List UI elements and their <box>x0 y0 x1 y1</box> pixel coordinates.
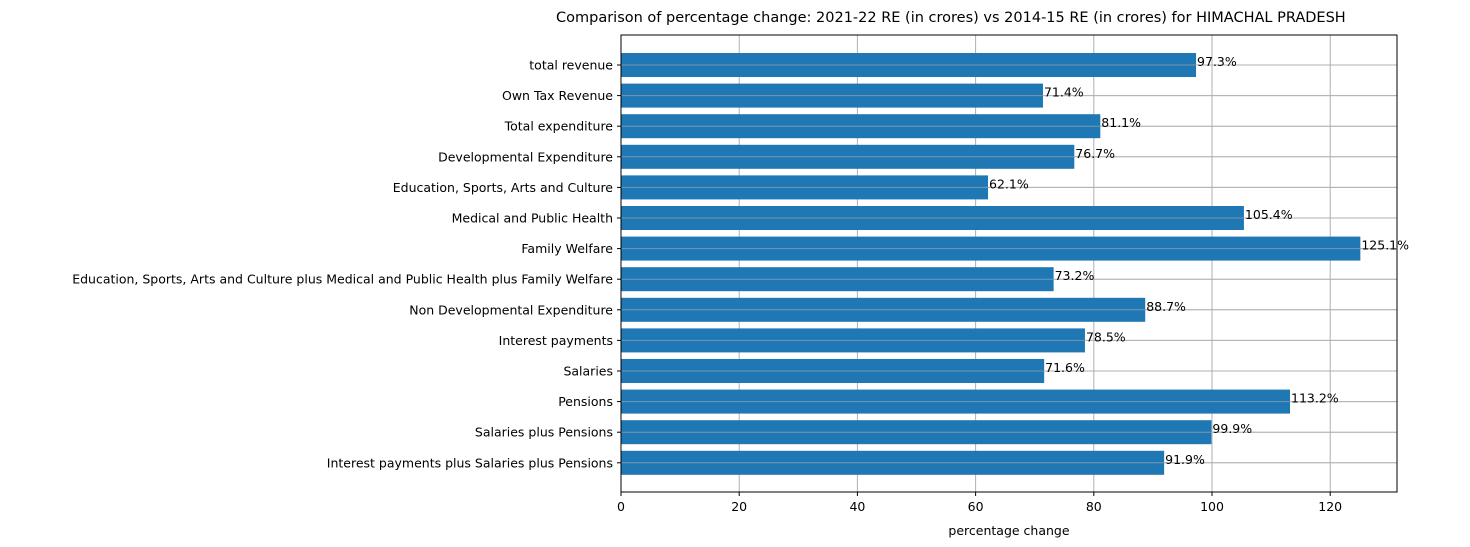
y-tick-label: Education, Sports, Arts and Culture <box>393 180 614 195</box>
data-label: 88.7% <box>1146 299 1186 314</box>
x-axis-label: percentage change <box>948 523 1069 538</box>
plot-frame <box>620 34 1398 493</box>
x-tick-label: 40 <box>849 499 865 514</box>
data-label: 105.4% <box>1245 207 1293 222</box>
x-tick-label: 120 <box>1318 499 1342 514</box>
data-labels: 97.3% 71.4% 81.1% 76.7% 62.1% 105.4% 125.1% 73.… <box>621 54 1409 467</box>
data-label: 91.9% <box>1165 452 1205 467</box>
y-tick-label: Interest payments plus Salaries plus Pen… <box>327 455 613 470</box>
data-label: 73.2% <box>1055 268 1095 283</box>
chart-title: Comparison of percentage change: 2021-22… <box>556 10 1346 26</box>
x-tick-label: 60 <box>968 499 984 514</box>
x-tick-labels: 0 20 40 60 80 100 120 <box>617 492 1342 514</box>
data-label: 97.3% <box>1197 54 1237 69</box>
y-tick-label: total revenue <box>529 58 613 73</box>
y-tick-labels: total revenue Own Tax Revenue Total expend… <box>72 58 621 470</box>
data-label: 125.1% <box>1361 238 1409 253</box>
x-tick-label: 80 <box>1086 499 1102 514</box>
x-tick-label: 0 <box>617 499 625 514</box>
y-tick-label: Developmental Expenditure <box>438 149 613 164</box>
x-tick-label: 20 <box>731 499 747 514</box>
data-label: 81.1% <box>1101 115 1141 130</box>
y-tick-label: Own Tax Revenue <box>502 88 613 103</box>
y-tick-label: Salaries <box>563 364 613 379</box>
y-tick-label: Interest payments <box>499 333 613 348</box>
y-tick-label: Non Developmental Expenditure <box>409 302 613 317</box>
y-tick-label: Education, Sports, Arts and Culture plus… <box>72 272 613 287</box>
bars <box>621 53 1361 475</box>
data-label: 62.1% <box>989 176 1029 191</box>
y-tick-label: Total expenditure <box>504 119 614 134</box>
data-label: 113.2% <box>1291 391 1339 406</box>
y-tick-label: Pensions <box>558 394 613 409</box>
y-tick-label: Medical and Public Health <box>452 211 613 226</box>
x-tick-label: 100 <box>1200 499 1224 514</box>
data-label: 76.7% <box>1075 146 1115 161</box>
data-label: 99.9% <box>1212 421 1252 436</box>
y-tick-label: Family Welfare <box>521 241 613 256</box>
data-label: 71.6% <box>1045 360 1085 375</box>
y-tick-label: Salaries plus Pensions <box>475 425 613 440</box>
data-label: 71.4% <box>1044 85 1084 100</box>
data-label: 78.5% <box>1086 329 1126 344</box>
